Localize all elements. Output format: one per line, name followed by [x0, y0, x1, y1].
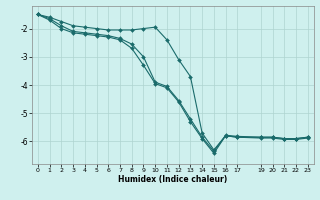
X-axis label: Humidex (Indice chaleur): Humidex (Indice chaleur) — [118, 175, 228, 184]
